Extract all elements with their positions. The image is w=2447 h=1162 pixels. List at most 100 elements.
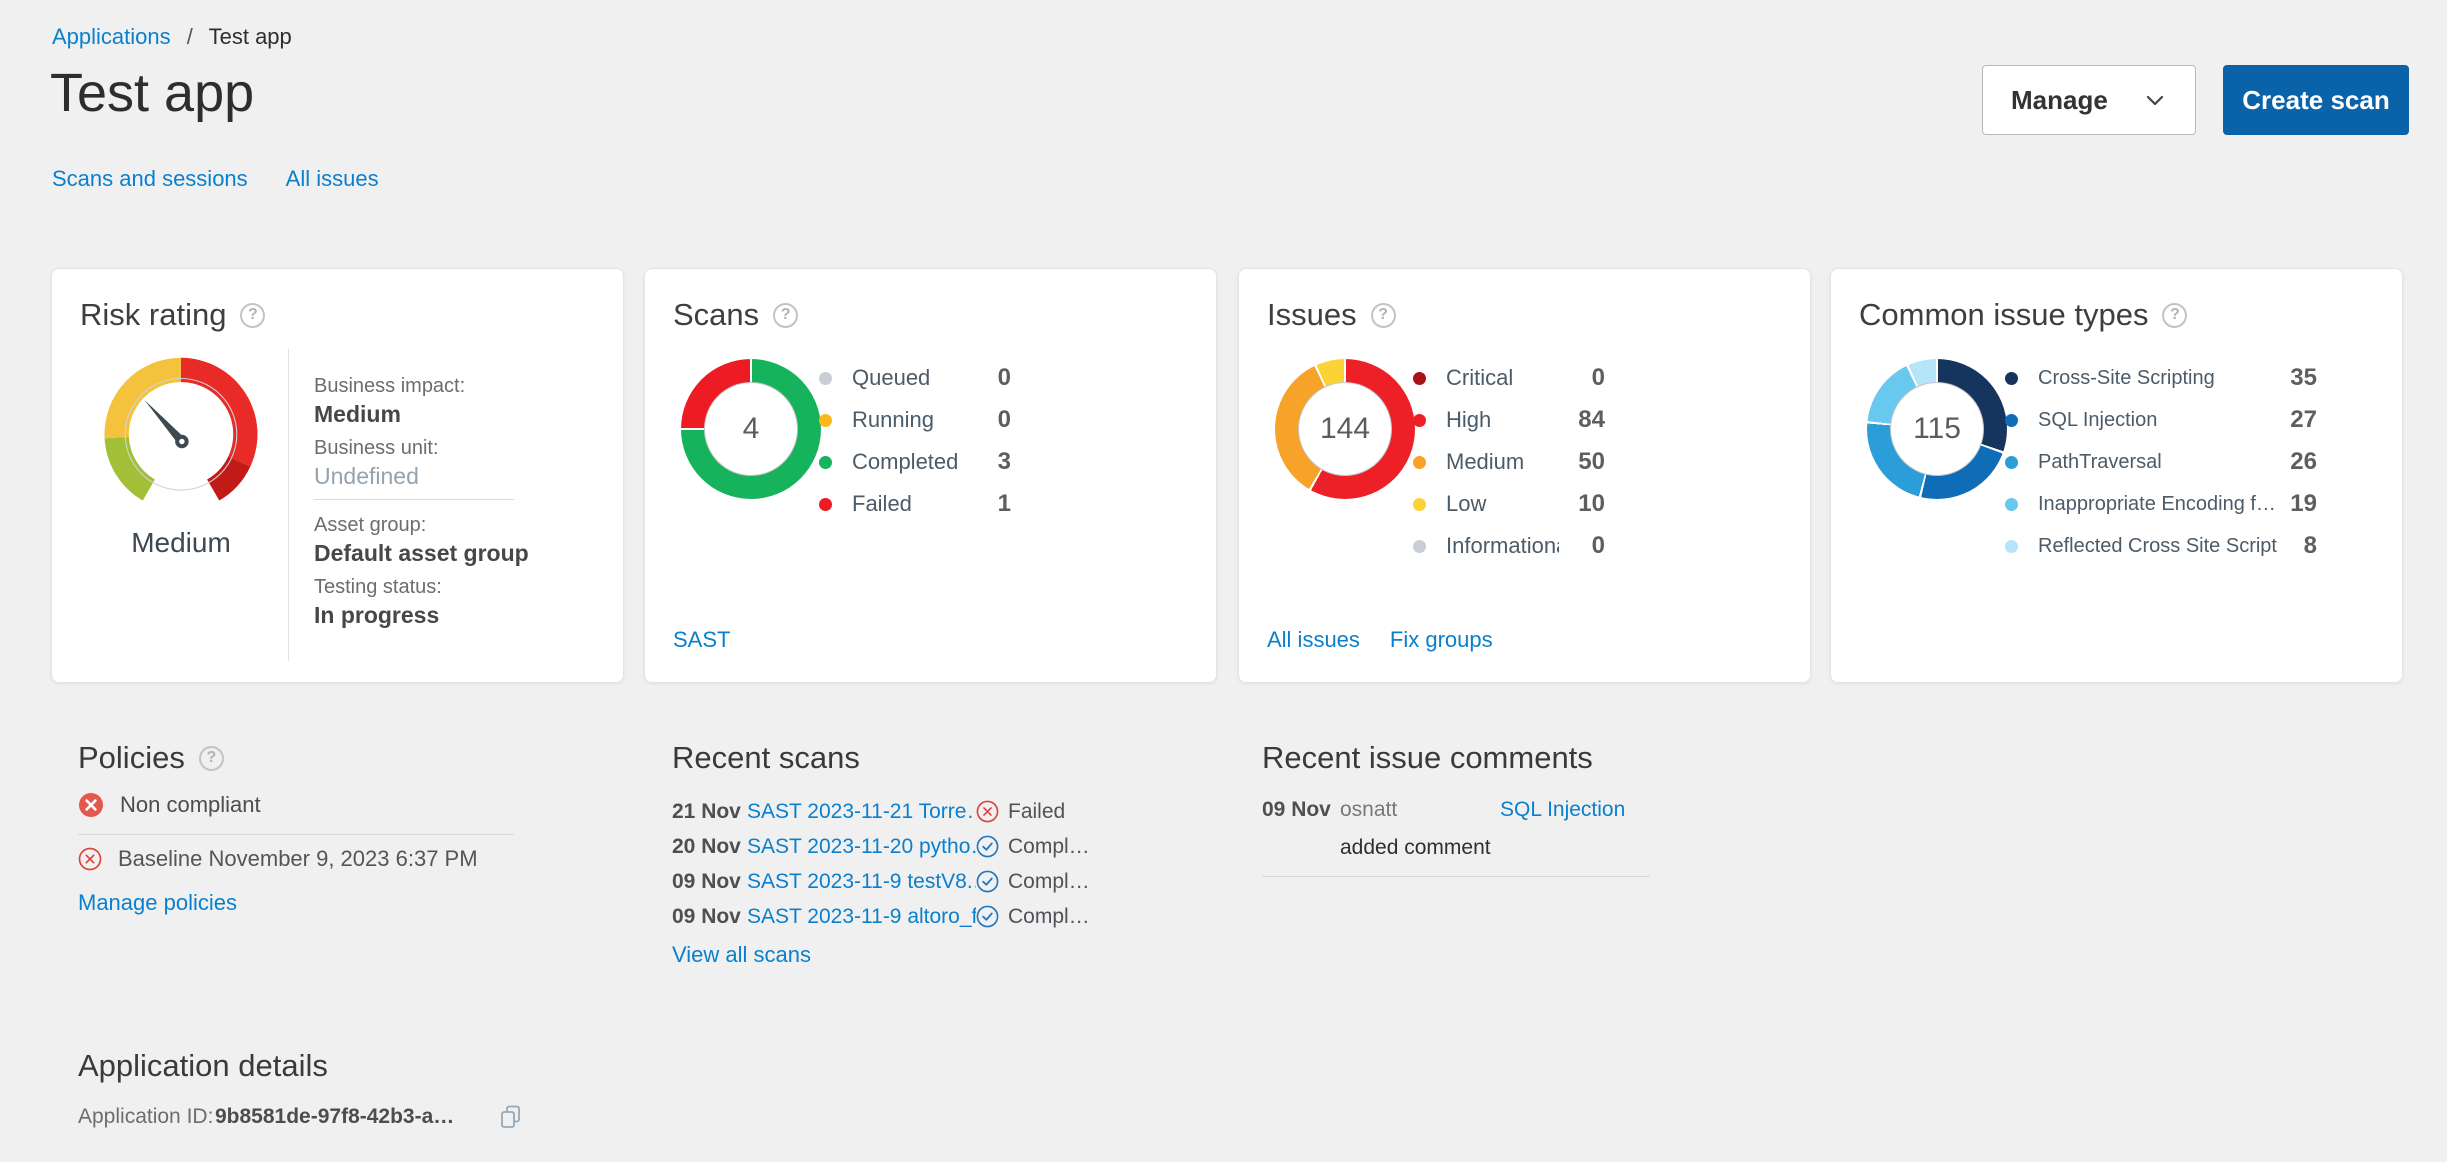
legend-color-dot xyxy=(819,371,832,385)
manage-button[interactable]: Manage xyxy=(1982,65,2196,135)
breadcrumb-applications-link[interactable]: Applications xyxy=(52,24,171,49)
scans-donut-chart: 4 xyxy=(681,359,821,499)
scan-name-link[interactable]: SAST 2023-11-9 testV8.… xyxy=(747,869,976,893)
recent-scans-section: Recent scans 21 Nov SAST 2023-11-21 Torr… xyxy=(672,740,1142,967)
scans-card: Scans ? 4 Queued 0 Running 0 Completed 3… xyxy=(644,268,1217,683)
page-title: Test app xyxy=(50,63,255,123)
scan-name-link[interactable]: SAST 2023-11-21 Torre… xyxy=(747,799,976,823)
legend-label: Informational xyxy=(1446,533,1559,558)
legend-item: Queued 0 xyxy=(819,357,1011,399)
recent-scans-title: Recent scans xyxy=(672,740,1142,776)
help-icon[interactable]: ? xyxy=(773,302,799,328)
scan-row: 09 Nov SAST 2023-11-9 altoro_f… Compl… xyxy=(672,899,1090,934)
scan-status: Failed xyxy=(1008,799,1066,823)
legend-color-dot xyxy=(1413,497,1426,511)
legend-label: Running xyxy=(852,407,934,432)
legend-color-dot xyxy=(2005,455,2018,469)
issues-total: 144 xyxy=(1319,412,1371,445)
comment-user: osnatt xyxy=(1340,798,1398,821)
business-unit-label: Business unit: xyxy=(314,437,439,459)
recent-issue-comments-section: Recent issue comments 09 Nov osnatt SQL … xyxy=(1262,740,1682,877)
help-icon[interactable]: ? xyxy=(198,745,224,771)
comment-action: added comment xyxy=(1340,836,1491,859)
risk-details: Business impact: Medium Business unit: U… xyxy=(314,375,604,638)
scan-row: 21 Nov SAST 2023-11-21 Torre… Failed xyxy=(672,794,1065,829)
manage-policies-link[interactable]: Manage policies xyxy=(78,890,237,915)
scan-date: 21 Nov xyxy=(672,799,741,823)
legend-item: SQL Injection 27 xyxy=(2005,399,2317,441)
section-title-text: Recent issue comments xyxy=(1262,740,1593,775)
legend-label: Inappropriate Encoding f… xyxy=(2038,492,2276,515)
legend-item: Low 10 xyxy=(1413,483,1605,525)
legend-label: Low xyxy=(1446,491,1487,516)
completed-icon xyxy=(976,905,999,928)
issues-legend: Critical 0 High 84 Medium 50 Low 10 Info… xyxy=(1413,357,1605,567)
policy-compliance-row: Non compliant xyxy=(78,792,261,818)
legend-item: Cross-Site Scripting 35 xyxy=(2005,357,2317,399)
legend-label: Queued xyxy=(852,365,931,390)
legend-label: Failed xyxy=(852,491,912,516)
legend-color-dot xyxy=(1413,413,1426,427)
legend-item: Critical 0 xyxy=(1413,357,1605,399)
legend-label: PathTraversal xyxy=(2038,450,2162,473)
all-issues-card-link[interactable]: All issues xyxy=(1267,627,1360,652)
application-id-row: Application ID: 9b8581de-97f8-42b3-a… xyxy=(78,1102,526,1132)
legend-color-dot xyxy=(1413,455,1426,469)
scan-date: 20 Nov xyxy=(672,834,741,858)
scan-status: Compl… xyxy=(1008,834,1090,858)
asset-group-value: Default asset group xyxy=(314,540,529,566)
risk-rating-card: Risk rating ? Medium Business impact: Me… xyxy=(51,268,624,683)
card-title-text: Common issue types xyxy=(1859,297,2149,332)
help-icon[interactable]: ? xyxy=(240,302,266,328)
legend-item: Completed 3 xyxy=(819,441,1011,483)
card-title-text: Risk rating xyxy=(80,297,227,332)
risk-gauge-value: Medium xyxy=(131,527,231,558)
view-all-scans-link[interactable]: View all scans xyxy=(672,942,811,967)
scan-date: 09 Nov xyxy=(672,904,741,928)
common-issue-types-legend: Cross-Site Scripting 35 SQL Injection 27… xyxy=(2005,357,2317,567)
legend-color-dot xyxy=(2005,371,2018,385)
legend-color-dot xyxy=(819,497,832,511)
legend-value: 10 xyxy=(1578,490,1605,517)
legend-value: 0 xyxy=(1591,364,1605,391)
completed-icon xyxy=(976,835,999,858)
legend-item: Medium 50 xyxy=(1413,441,1605,483)
section-title-text: Policies xyxy=(78,740,185,775)
fix-groups-link[interactable]: Fix groups xyxy=(1389,627,1493,652)
failed-icon xyxy=(976,800,999,823)
issues-card-title: Issues ? xyxy=(1267,297,1396,333)
comment-issue-link[interactable]: SQL Injection xyxy=(1500,798,1626,821)
scan-name-link[interactable]: SAST 2023-11-20 pytho… xyxy=(747,834,976,858)
section-title-text: Application details xyxy=(78,1048,328,1083)
help-icon[interactable]: ? xyxy=(2162,302,2188,328)
policies-divider xyxy=(78,834,514,835)
legend-color-dot xyxy=(2005,497,2018,511)
copy-icon[interactable] xyxy=(496,1102,526,1132)
legend-color-dot xyxy=(1413,539,1426,553)
scan-name-link[interactable]: SAST 2023-11-9 altoro_f… xyxy=(747,904,976,928)
application-id-label: Application ID: xyxy=(78,1105,214,1128)
legend-value: 3 xyxy=(997,448,1011,475)
scans-and-sessions-link[interactable]: Scans and sessions xyxy=(52,166,248,191)
legend-item: PathTraversal 26 xyxy=(2005,441,2317,483)
all-issues-link[interactable]: All issues xyxy=(285,166,379,191)
card-title-text: Issues xyxy=(1267,297,1357,332)
comment-row: 09 Nov osnatt SQL Injection xyxy=(1262,798,1625,822)
chevron-down-icon xyxy=(2146,95,2164,106)
legend-label: High xyxy=(1446,407,1492,432)
section-title-text: Recent scans xyxy=(672,740,860,775)
legend-color-dot xyxy=(2005,539,2018,553)
legend-value: 35 xyxy=(2290,364,2317,391)
sast-link[interactable]: SAST xyxy=(673,627,731,652)
vertical-divider xyxy=(288,349,289,661)
policies-title: Policies ? xyxy=(78,740,514,776)
help-icon[interactable]: ? xyxy=(1370,302,1396,328)
business-impact-value: Medium xyxy=(314,401,401,427)
common-issue-types-donut-chart: 115 xyxy=(1867,359,2007,499)
create-scan-button[interactable]: Create scan xyxy=(2223,65,2409,135)
legend-label: Critical xyxy=(1446,365,1514,390)
compliance-status-text: Non compliant xyxy=(120,792,261,817)
scans-card-title: Scans ? xyxy=(673,297,799,333)
baseline-failed-icon xyxy=(78,847,102,871)
